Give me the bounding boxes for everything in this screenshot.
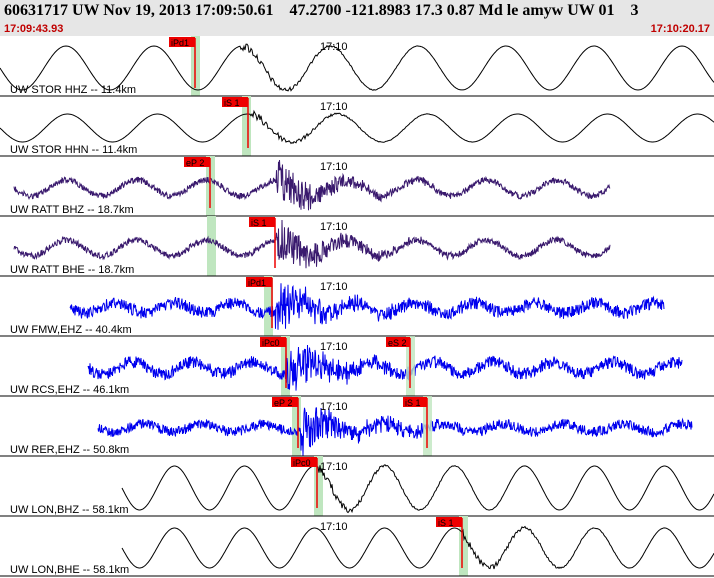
pick-flag[interactable] <box>436 517 462 527</box>
pick-label: iPd1 <box>248 278 266 288</box>
station-label: UW STOR HHN -- 11.4km <box>10 144 137 156</box>
pick-flag[interactable] <box>403 397 427 407</box>
pick-label: iS 1 <box>405 398 421 408</box>
waveform <box>121 525 714 570</box>
station-label: UW LON,BHE -- 58.1km <box>10 564 129 576</box>
waveform <box>0 109 714 145</box>
event-header: 60631717 UW Nov 19, 2013 17:09:50.61 47.… <box>0 0 714 36</box>
station-label: UW RER,EHZ -- 50.8km <box>10 444 129 456</box>
trace-row[interactable]: iPd1 17:10 UW FMW,EHZ -- 40.4km <box>0 276 714 337</box>
pick-window <box>292 396 301 456</box>
trace-row[interactable]: iS 1 17:10 UW STOR HHN -- 11.4km <box>0 96 714 157</box>
pick-flag[interactable] <box>184 157 210 167</box>
waveform <box>0 43 714 92</box>
trace-row[interactable]: eP 2 17:10 UW RATT BHZ -- 18.7km <box>0 156 714 217</box>
waveform <box>13 159 611 211</box>
pick-label: eS 2 <box>388 338 407 348</box>
station-label: UW STOR HHZ -- 11.4km <box>10 84 136 96</box>
time-tick-label: 17:10 <box>320 401 348 413</box>
pick-label: iPc0 <box>262 338 280 348</box>
pick-window <box>314 456 323 516</box>
pick-window <box>264 276 273 336</box>
time-tick-label: 17:10 <box>320 341 348 353</box>
pick-window <box>459 516 468 576</box>
pick-label: iS 1 <box>438 518 454 528</box>
seismogram-panel[interactable]: iPd1 17:10 UW STOR HHZ -- 11.4km iS 1 17:10 U… <box>0 36 714 578</box>
trace-row[interactable]: iPd1 17:10 UW STOR HHZ -- 11.4km <box>0 36 714 97</box>
trace-row[interactable]: iS 1 17:10 UW RATT BHE -- 18.7km <box>0 216 714 277</box>
pick-label: iPd1 <box>171 38 189 48</box>
event-title: 60631717 UW Nov 19, 2013 17:09:50.61 47.… <box>4 2 639 19</box>
trace-row[interactable]: iPc0 17:10 UW LON,BHZ -- 58.1km <box>0 456 714 517</box>
time-tick-label: 17:10 <box>320 281 348 293</box>
waveform <box>121 464 714 514</box>
pick-window <box>242 96 251 156</box>
station-label: UW LON,BHZ -- 58.1km <box>10 504 129 516</box>
pick-label: iS 1 <box>224 98 240 108</box>
pick-flag[interactable] <box>291 457 317 467</box>
time-tick-label: 17:10 <box>320 221 348 233</box>
waveform <box>69 283 665 330</box>
station-label: UW RATT BHZ -- 18.7km <box>10 204 134 216</box>
pick-label: iS 1 <box>251 218 267 228</box>
window-start-time: 17:09:43.93 <box>4 23 64 35</box>
window-end-time: 17:10:20.17 <box>650 23 710 35</box>
pick-flag[interactable] <box>246 277 272 287</box>
waveform <box>13 219 611 269</box>
station-label: UW FMW,EHZ -- 40.4km <box>10 324 132 336</box>
pick-flag[interactable] <box>169 37 195 47</box>
pick-label: iPc0 <box>293 458 311 468</box>
time-tick-label: 17:10 <box>320 41 348 53</box>
trace-row[interactable]: iPc0 eS 2 17:10 UW RCS,EHZ -- 46.1km <box>0 336 714 397</box>
pick-window <box>207 216 216 276</box>
time-tick-label: 17:10 <box>320 101 348 113</box>
trace-row[interactable]: iS 1 17:10 UW LON,BHE -- 58.1km <box>0 516 714 577</box>
pick-flag[interactable] <box>222 97 248 107</box>
time-tick-label: 17:10 <box>320 161 348 173</box>
time-tick-label: 17:10 <box>320 461 348 473</box>
pick-flag[interactable] <box>272 397 298 407</box>
station-label: UW RCS,EHZ -- 46.1km <box>10 384 129 396</box>
station-label: UW RATT BHE -- 18.7km <box>10 264 134 276</box>
trace-row[interactable]: eP 2 iS 1 17:10 UW RER,EHZ -- 50.8km <box>0 396 714 457</box>
pick-flag[interactable] <box>249 217 275 227</box>
pick-flag[interactable] <box>386 337 410 347</box>
pick-label: eP 2 <box>186 158 204 168</box>
waveform <box>97 407 693 457</box>
pick-flag[interactable] <box>260 337 286 347</box>
time-tick-label: 17:10 <box>320 521 348 533</box>
pick-label: eP 2 <box>274 398 292 408</box>
waveform <box>87 344 683 391</box>
